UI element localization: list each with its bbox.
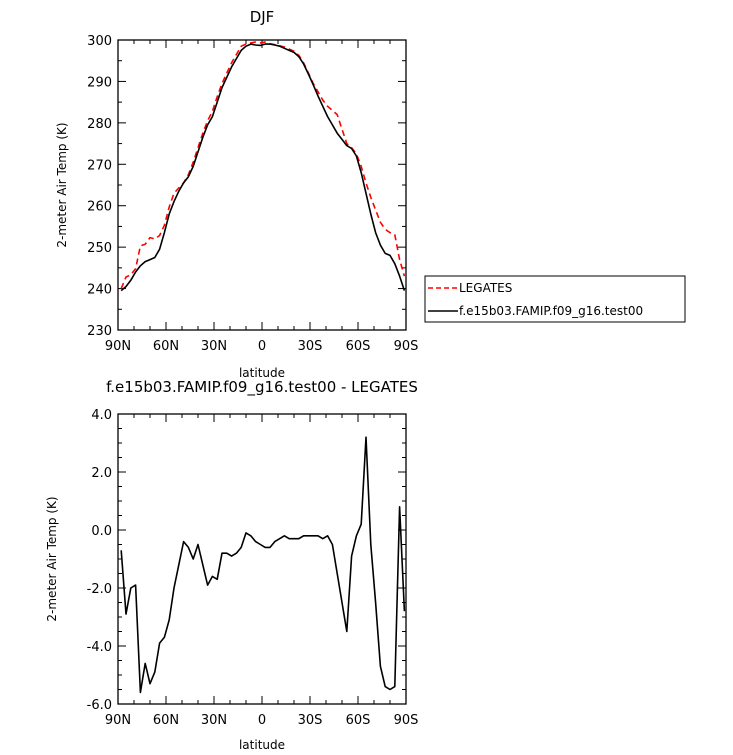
- x-tick-label: 30N: [201, 339, 227, 354]
- series-line-model: [120, 436, 406, 694]
- y-tick-label: 240: [87, 283, 112, 298]
- y-tick-label: 0.0: [91, 524, 112, 539]
- x-tick-label: 60N: [153, 339, 179, 354]
- x-tick-label: 90S: [394, 339, 419, 354]
- y-tick-label: 260: [87, 200, 112, 215]
- y-tick-label: 290: [87, 75, 112, 90]
- x-tick-label: 60N: [153, 713, 179, 728]
- x-tick-label: 90N: [105, 339, 131, 354]
- x-tick-label: 30S: [298, 713, 323, 728]
- top-axis-ticks: 90N 60N 30N 0 30S 60S 90S 230 240 250 260 270 280 290…: [87, 34, 418, 354]
- top-plot-frame: [117, 39, 407, 331]
- y-tick-label: 270: [87, 158, 112, 173]
- x-tick-label: 90N: [105, 713, 131, 728]
- series-line-model: [120, 43, 406, 292]
- top-x-axis-label: latitude: [239, 366, 285, 380]
- bottom-axis-ticks: 90N 60N 30N 0 30S 60S 90S -6.0 -4.0 -2.0 0.0 2.0 4.0: [87, 408, 419, 728]
- x-tick-label: 0: [258, 713, 266, 728]
- y-tick-label: 250: [87, 241, 112, 256]
- x-tick-label: 30N: [201, 713, 227, 728]
- legend-box: [424, 275, 686, 323]
- y-tick-label: 4.0: [91, 408, 112, 423]
- bottom-plot-frame: [117, 413, 407, 705]
- legend-entry-model: f.e15b03.FAMIP.f09_g16.test00: [459, 304, 643, 318]
- top-series-lines: [120, 41, 406, 292]
- top-y-axis-label: 2-meter Air Temp (K): [55, 122, 69, 247]
- legend-entry-legates: LEGATES: [459, 281, 512, 295]
- top-chart-panel: DJF 2-meter Air Temp (K) latitude 90N 60N…: [55, 8, 418, 380]
- legend: LEGATES f.e15b03.FAMIP.f09_g16.test00: [424, 275, 686, 323]
- bottom-x-axis-label: latitude: [239, 738, 285, 752]
- x-tick-label: 60S: [346, 339, 371, 354]
- y-tick-label: 280: [87, 117, 112, 132]
- y-tick-label: 2.0: [91, 466, 112, 481]
- top-chart-title: DJF: [250, 8, 275, 26]
- x-tick-label: 90S: [394, 713, 419, 728]
- bottom-chart-panel: f.e15b03.FAMIP.f09_g16.test00 - LEGATES …: [45, 378, 418, 752]
- x-tick-label: 0: [258, 339, 266, 354]
- y-tick-label: -4.0: [87, 640, 112, 655]
- x-tick-label: 30S: [298, 339, 323, 354]
- x-tick-label: 60S: [346, 713, 371, 728]
- y-tick-label: 300: [87, 34, 112, 49]
- series-line-legates: [120, 41, 406, 289]
- y-tick-label: -2.0: [87, 582, 112, 597]
- y-tick-label: -6.0: [87, 698, 112, 713]
- bottom-series-lines: [120, 436, 406, 694]
- y-tick-label: 230: [87, 324, 112, 339]
- bottom-y-axis-label: 2-meter Air Temp (K): [45, 496, 59, 621]
- bottom-chart-title: f.e15b03.FAMIP.f09_g16.test00 - LEGATES: [106, 378, 418, 397]
